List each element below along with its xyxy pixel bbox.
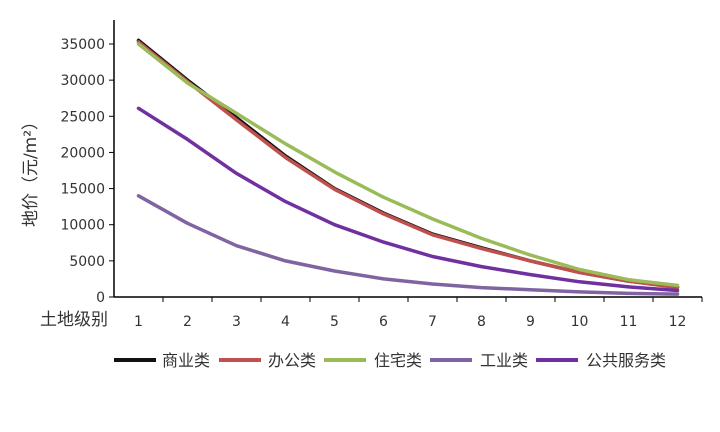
series-line-4 — [136, 106, 680, 293]
x-tick-label: 12 — [669, 314, 687, 330]
series-line-1 — [136, 40, 680, 290]
y-tick-label: 20000 — [60, 145, 105, 161]
x-tick-label: 4 — [281, 314, 290, 330]
legend-label-1: 办公类 — [268, 351, 316, 370]
x-tick-label: 5 — [330, 314, 339, 330]
x-tick-label: 11 — [620, 314, 638, 330]
legend: 商业类 办公类 住宅类 工业类 公共服务类 — [114, 351, 666, 370]
y-tick-label: 35000 — [60, 37, 105, 53]
y-tick-label: 5000 — [69, 254, 105, 270]
x-tick-label: 6 — [379, 314, 388, 330]
legend-label-4: 公共服务类 — [586, 351, 666, 370]
legend-label-2: 住宅类 — [374, 351, 422, 370]
legend-label-3: 工业类 — [480, 351, 528, 370]
y-tick-label: 30000 — [60, 73, 105, 89]
x-tick-label: 8 — [477, 314, 486, 330]
x-tick-label: 10 — [571, 314, 589, 330]
x-tick-label: 2 — [183, 314, 192, 330]
series-line-3 — [136, 194, 680, 296]
x-axis-title: 土地级别 — [40, 310, 108, 330]
x-tick-label: 3 — [232, 314, 241, 330]
x-tick-label: 7 — [428, 314, 437, 330]
series-lines — [136, 38, 680, 296]
y-axis-title: 地价（元/m²） — [21, 113, 41, 227]
x-tick-label: 1 — [134, 314, 143, 330]
y-tick-label: 15000 — [60, 182, 105, 198]
y-tick-label: 10000 — [60, 218, 105, 234]
series-line-2 — [136, 42, 680, 288]
y-tick-label: 25000 — [60, 109, 105, 125]
x-tick-label: 9 — [526, 314, 535, 330]
y-tick-label: 0 — [96, 290, 105, 306]
legend-label-0: 商业类 — [162, 351, 210, 370]
